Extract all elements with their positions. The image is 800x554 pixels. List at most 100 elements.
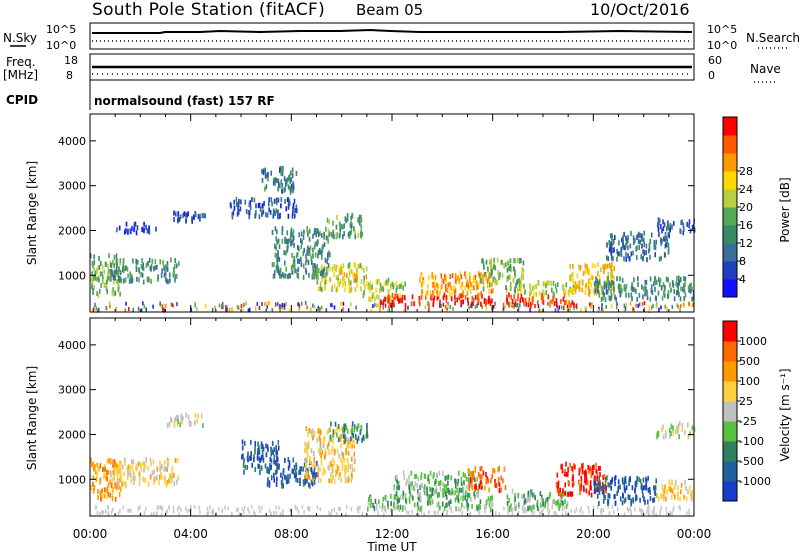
range-cell [597, 487, 600, 493]
range-cell [482, 279, 485, 285]
range-cell [665, 242, 667, 248]
range-cell [115, 278, 118, 284]
range-cell [456, 487, 458, 493]
range-cell [177, 211, 180, 217]
range-cell [456, 481, 459, 487]
scatter-point [658, 307, 660, 312]
scatter-point [304, 300, 307, 305]
range-cell [330, 421, 332, 427]
range-cell [692, 295, 695, 301]
range-cell [619, 496, 622, 502]
range-cell [354, 230, 356, 236]
range-cell [578, 284, 580, 290]
range-cell [431, 273, 433, 279]
range-cell [277, 439, 280, 445]
range-cell [468, 278, 471, 284]
range-cell [632, 235, 635, 241]
range-cell [399, 293, 401, 299]
range-cell [491, 270, 493, 276]
range-cell [326, 217, 329, 223]
range-cell [306, 478, 308, 484]
range-cell [169, 278, 171, 284]
range-cell [233, 199, 235, 205]
range-cell [523, 493, 525, 499]
range-cell [107, 269, 110, 275]
range-cell [336, 426, 338, 432]
range-cell [131, 225, 133, 231]
scatter-point [140, 308, 143, 313]
range-cell [592, 288, 595, 294]
scatter-point [407, 510, 410, 515]
range-cell [644, 291, 646, 297]
range-cell [310, 460, 313, 466]
range-cell [121, 479, 124, 485]
scatter-point [204, 304, 207, 309]
range-cell [348, 288, 351, 294]
range-cell [306, 226, 308, 232]
range-cell [103, 269, 105, 275]
range-cell [359, 263, 361, 269]
range-cell [101, 488, 103, 494]
scatter-point [404, 307, 407, 312]
range-cell [332, 229, 335, 235]
range-cell [693, 227, 696, 233]
range-cell [286, 230, 289, 236]
y-tick-label: 3000 [58, 180, 86, 193]
range-cell [670, 431, 672, 437]
range-cell [502, 478, 504, 484]
range-cell [621, 288, 623, 294]
range-cell [659, 493, 662, 499]
range-cell [390, 302, 392, 308]
range-cell [363, 267, 365, 273]
range-cell [514, 272, 516, 278]
range-cell [111, 478, 114, 484]
range-cell [269, 463, 271, 469]
range-cell [336, 448, 339, 454]
range-cell [474, 274, 477, 280]
colorbar-tick-label: 100 [739, 375, 760, 388]
range-cell [673, 296, 676, 302]
range-cell [337, 280, 339, 286]
range-cell [280, 273, 283, 279]
range-cell [428, 303, 430, 308]
range-cell [571, 272, 573, 278]
range-cell [170, 479, 172, 485]
scatter-point [627, 508, 630, 513]
range-cell [523, 298, 525, 304]
range-cell [133, 222, 136, 228]
range-cell [527, 302, 530, 308]
range-cell [413, 486, 416, 492]
range-cell [317, 274, 319, 280]
range-cell [277, 463, 279, 468]
range-cell [465, 490, 467, 496]
range-cell [91, 284, 93, 290]
range-cell [270, 475, 273, 481]
range-cell [125, 228, 128, 233]
scatter-point [568, 303, 571, 308]
scatter-point [282, 512, 284, 517]
range-cell [471, 503, 473, 509]
range-cell [434, 480, 436, 486]
range-cell [130, 478, 133, 484]
range-cell [430, 295, 433, 301]
scatter-point [347, 308, 350, 313]
range-cell [424, 474, 426, 480]
range-cell [467, 297, 469, 303]
range-cell [94, 275, 96, 281]
scatter-point [127, 307, 130, 312]
range-cell [272, 274, 275, 279]
range-cell [633, 240, 635, 246]
range-cell [105, 262, 107, 267]
range-cell [434, 274, 437, 280]
range-cell [488, 487, 490, 493]
range-cell [480, 479, 482, 485]
range-cell [479, 272, 481, 278]
range-cell [602, 485, 605, 491]
scatter-point [166, 509, 169, 514]
range-cell [616, 276, 618, 282]
range-cell [101, 271, 103, 277]
range-cell [486, 476, 489, 482]
scatter-point [283, 306, 286, 311]
scatter-point [127, 508, 129, 513]
